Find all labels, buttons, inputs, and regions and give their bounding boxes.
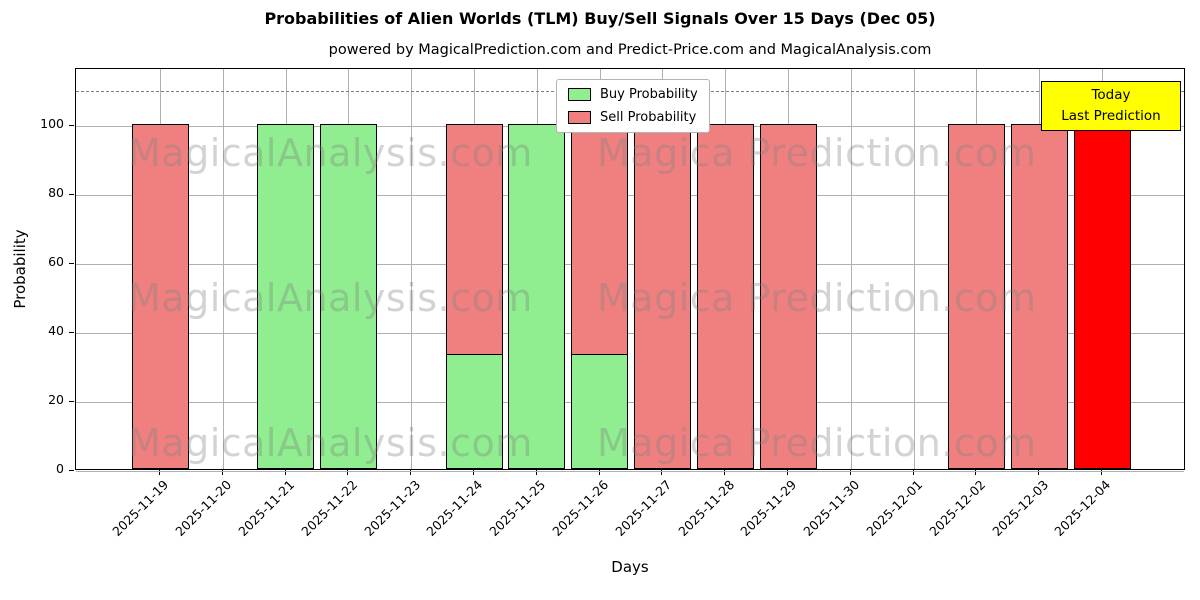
bar-sell-2025-12-04 bbox=[1073, 123, 1131, 469]
x-tick-mark bbox=[1101, 470, 1102, 475]
x-tick-label: 2025-11-26 bbox=[549, 477, 612, 539]
y-gridline bbox=[76, 194, 1184, 196]
y-tick-label: 80 bbox=[48, 184, 64, 200]
y-tick-mark bbox=[69, 400, 74, 402]
bar-sell-2025-11-28 bbox=[696, 123, 754, 469]
x-gridline bbox=[850, 69, 852, 469]
x-tick-label: 2025-12-02 bbox=[926, 477, 988, 539]
x-tick-mark bbox=[159, 470, 160, 475]
y-tick-mark bbox=[69, 124, 74, 126]
x-tick-mark bbox=[284, 470, 286, 475]
y-tick-label: 40 bbox=[48, 322, 64, 338]
x-tick-mark bbox=[661, 470, 663, 475]
watermark-right: Magica Prediction.com bbox=[597, 421, 1037, 465]
chart-subtitle: powered by MagicalPrediction.com and Pre… bbox=[328, 42, 932, 58]
chart-title: Probabilities of Alien Worlds (TLM) Buy/… bbox=[264, 9, 936, 28]
x-tick-mark bbox=[724, 470, 726, 475]
x-gridline bbox=[222, 69, 224, 469]
y-tick-label: 60 bbox=[48, 253, 64, 269]
x-tick-mark bbox=[975, 470, 977, 475]
sell-color-swatch bbox=[568, 111, 591, 124]
y-gridline bbox=[76, 332, 1184, 334]
legend-buy-label: Buy Probability bbox=[600, 87, 698, 102]
y-tick-mark bbox=[69, 262, 74, 264]
bar-sell-2025-12-03 bbox=[1010, 123, 1068, 469]
y-axis-label: Probability bbox=[11, 229, 29, 309]
watermark-left: MagicalAnalysis.com bbox=[128, 276, 533, 320]
x-tick-label: 2025-11-21 bbox=[235, 477, 298, 539]
bar-buy-2025-11-22 bbox=[319, 123, 377, 469]
x-tick-mark bbox=[221, 470, 223, 475]
bar-buy-2025-11-21 bbox=[257, 123, 315, 469]
legend-item-sell: Sell Probability bbox=[568, 110, 698, 125]
annotation-line2: Last Prediction bbox=[1061, 107, 1161, 124]
y-gridline bbox=[76, 471, 1184, 472]
x-gridline bbox=[913, 69, 915, 469]
x-tick-mark bbox=[410, 470, 412, 475]
x-tick-label: 2025-12-03 bbox=[988, 477, 1051, 539]
y-tick-label: 0 bbox=[56, 461, 64, 476]
bar-sell-2025-11-19 bbox=[131, 123, 189, 469]
x-tick-mark bbox=[849, 470, 851, 475]
x-tick-mark bbox=[535, 470, 537, 475]
y-tick-mark bbox=[69, 331, 74, 333]
watermark-left: MagicalAnalysis.com bbox=[128, 421, 533, 465]
x-tick-mark bbox=[912, 470, 914, 475]
x-tick-label: 2025-11-25 bbox=[486, 477, 549, 539]
bar-buy-2025-11-25 bbox=[508, 123, 566, 469]
today-annotation: Today Last Prediction bbox=[1041, 81, 1181, 131]
x-tick-label: 2025-12-01 bbox=[863, 477, 926, 539]
x-tick-mark bbox=[347, 470, 349, 475]
y-tick-mark bbox=[69, 193, 74, 195]
watermark-right: Magica Prediction.com bbox=[597, 276, 1037, 320]
y-tick-label: 20 bbox=[48, 391, 64, 407]
legend-sell-label: Sell Probability bbox=[600, 110, 697, 125]
watermark-left: MagicalAnalysis.com bbox=[128, 131, 533, 175]
y-gridline bbox=[76, 401, 1184, 403]
x-tick-label: 2025-11-20 bbox=[172, 477, 235, 539]
y-gridline bbox=[76, 263, 1184, 265]
legend: Buy Probability Sell Probability bbox=[556, 79, 710, 133]
x-gridline bbox=[411, 69, 413, 469]
y-tick-label: 100 bbox=[40, 115, 64, 131]
x-tick-mark bbox=[787, 470, 788, 475]
x-tick-label: 2025-11-27 bbox=[612, 477, 674, 539]
x-tick-label: 2025-12-04 bbox=[1051, 477, 1114, 539]
bar-buy-2025-11-24 bbox=[445, 354, 503, 469]
x-tick-label: 2025-11-29 bbox=[737, 477, 800, 539]
x-axis-label: Days bbox=[611, 558, 649, 576]
buy-color-swatch bbox=[568, 88, 591, 101]
plot-area bbox=[75, 68, 1185, 472]
bar-sell-2025-11-27 bbox=[633, 123, 691, 469]
bar-buy-2025-11-26 bbox=[571, 354, 629, 469]
x-tick-label: 2025-11-22 bbox=[298, 477, 360, 539]
x-tick-mark bbox=[1038, 470, 1040, 475]
annotation-line1: Today bbox=[1091, 87, 1131, 103]
x-tick-label: 2025-11-23 bbox=[360, 477, 423, 539]
x-tick-mark bbox=[598, 470, 600, 475]
watermark-right: Magica Prediction.com bbox=[597, 131, 1037, 175]
legend-item-buy: Buy Probability bbox=[568, 87, 698, 102]
x-tick-label: 2025-11-24 bbox=[423, 477, 486, 539]
x-tick-label: 2025-11-19 bbox=[109, 477, 172, 539]
x-tick-label: 2025-11-30 bbox=[800, 477, 863, 539]
x-tick-label: 2025-11-28 bbox=[674, 477, 737, 539]
x-tick-mark bbox=[473, 470, 474, 475]
bar-sell-2025-11-29 bbox=[759, 123, 817, 469]
y-tick-mark bbox=[69, 470, 74, 471]
bar-sell-2025-12-02 bbox=[947, 123, 1005, 469]
